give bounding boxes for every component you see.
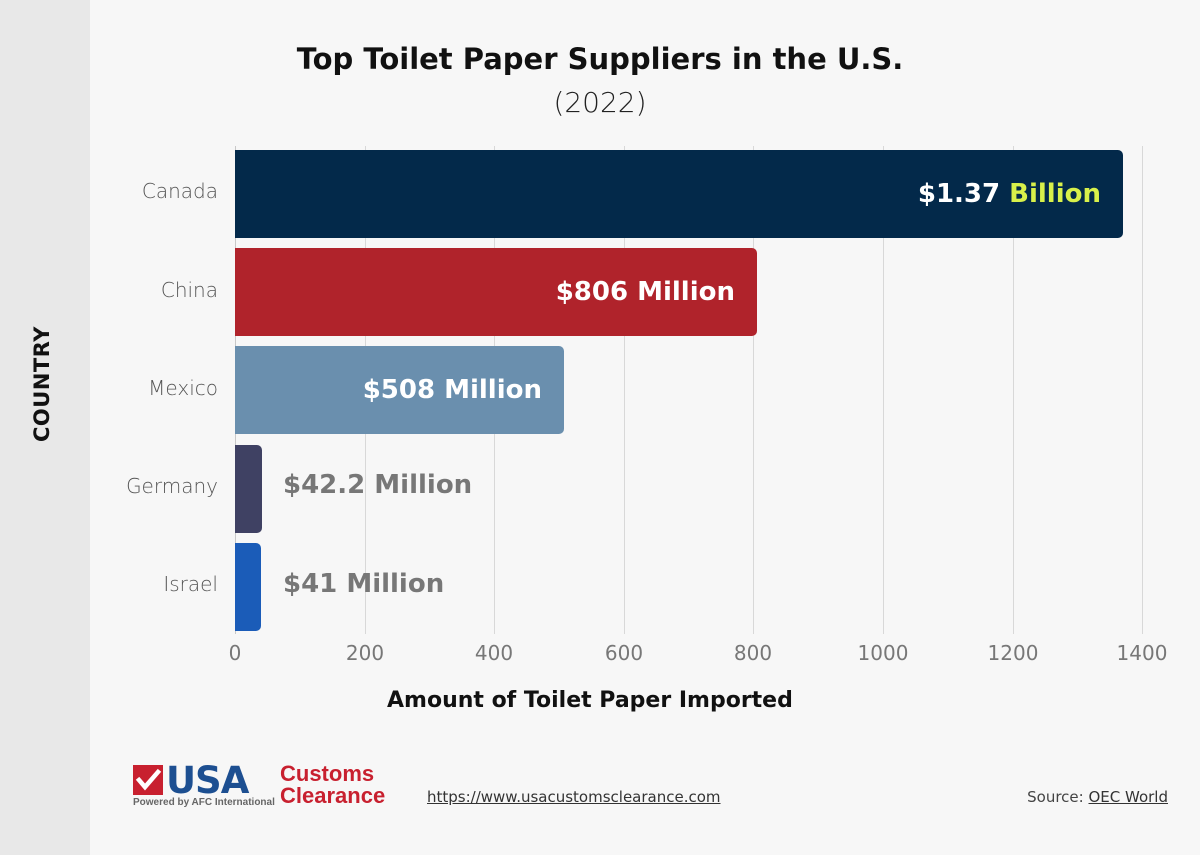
gridline [1013,146,1014,634]
bar-israel [235,543,261,631]
gridline [883,146,884,634]
gridline [753,146,754,634]
source-link[interactable]: OEC World [1088,788,1168,806]
bar-value-label: $41 Million [283,569,445,599]
bar-value-label: $508 Million [362,375,542,405]
category-label: Germany [126,474,218,498]
bar-value-label: $1.37 Billion [917,179,1101,209]
gridline [1142,146,1143,634]
category-label: Canada [141,179,218,203]
x-tick: 800 [733,641,773,665]
chart-subtitle: (2022) [553,86,647,119]
logo-clearance-text: Clearance [280,783,386,808]
category-label: Mexico [148,376,218,400]
bar-canada: $1.37 Billion [235,150,1123,238]
gridline [624,146,625,634]
category-label: China [160,278,218,302]
chart-title: Top Toilet Paper Suppliers in the U.S. [296,42,904,76]
bar-value-label: $42.2 Million [283,470,473,500]
bar-germany [235,445,262,533]
x-tick: 1400 [1116,641,1168,665]
x-tick: 400 [474,641,514,665]
category-label: Israel [163,572,218,596]
bar-value-label: $806 Million [555,277,735,307]
x-tick: 1200 [987,641,1039,665]
logo-usa-text: USA [166,759,249,802]
x-tick: 600 [604,641,644,665]
y-axis-title: COUNTRY [30,326,54,442]
left-band [0,0,90,855]
checkmark-icon [133,765,163,795]
source-credit: Source: OEC World [1027,788,1168,806]
x-tick: 1000 [857,641,909,665]
bar-mexico: $508 Million [235,346,564,434]
bar-china: $806 Million [235,248,757,336]
logo-tagline: Powered by AFC International [133,797,275,808]
x-axis-title: Amount of Toilet Paper Imported [387,688,793,713]
usa-customs-clearance-logo[interactable]: USA Powered by AFC International Customs… [133,759,398,809]
x-tick: 200 [345,641,385,665]
logo-customs-text: Customs [280,761,375,786]
website-link[interactable]: https://www.usacustomsclearance.com [427,788,721,806]
plot-area: $1.37 Billion $806 Million $508 Million … [235,146,1143,634]
source-prefix: Source: [1027,788,1089,806]
x-tick: 0 [228,641,242,665]
